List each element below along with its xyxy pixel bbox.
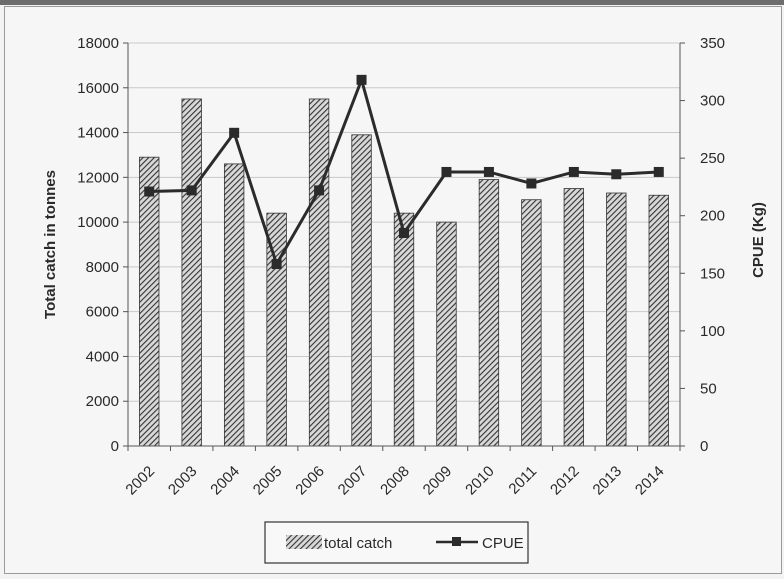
bar-total-catch bbox=[223, 163, 245, 447]
y2-tick-label: 50 bbox=[700, 380, 717, 397]
y-tick-label: 6000 bbox=[86, 304, 119, 321]
y2-tick-label: 300 bbox=[700, 93, 725, 110]
y-tick-label: 4000 bbox=[86, 348, 119, 365]
point-cpue bbox=[653, 166, 664, 177]
point-cpue bbox=[568, 166, 579, 177]
x-tick-label: 2009 bbox=[420, 463, 456, 499]
y-tick-label: 14000 bbox=[77, 125, 119, 142]
y2-tick-label: 250 bbox=[700, 150, 725, 167]
y-tick-label: 0 bbox=[111, 438, 119, 455]
x-tick-label: 2013 bbox=[590, 463, 626, 499]
x-tick-label: 2007 bbox=[335, 463, 371, 499]
y-tick-label: 10000 bbox=[77, 214, 119, 231]
legend: total catch CPUE bbox=[264, 521, 529, 564]
point-cpue bbox=[611, 169, 622, 180]
y2-tick-label: 350 bbox=[700, 35, 725, 52]
point-cpue bbox=[483, 166, 494, 177]
x-tick-label: 2003 bbox=[165, 463, 201, 499]
bar-total-catch bbox=[648, 194, 669, 447]
legend-swatch-total-catch bbox=[286, 535, 322, 549]
y-tick-label: 18000 bbox=[77, 35, 119, 52]
bar-total-catch bbox=[181, 98, 202, 447]
point-cpue bbox=[526, 178, 537, 189]
point-cpue bbox=[144, 186, 155, 197]
bar-total-catch bbox=[606, 192, 627, 447]
bar-total-catch bbox=[563, 188, 585, 447]
x-tick-label: 2002 bbox=[122, 463, 158, 499]
y2-tick-label: 100 bbox=[700, 323, 725, 340]
point-cpue bbox=[186, 185, 197, 196]
legend-marker-cpue bbox=[452, 537, 461, 546]
bar-total-catch bbox=[139, 156, 160, 447]
bar-total-catch bbox=[436, 221, 457, 447]
x-tick-label: 2008 bbox=[377, 463, 413, 499]
point-cpue bbox=[271, 259, 282, 270]
scan-edge bbox=[0, 0, 784, 5]
legend-label-cpue: CPUE bbox=[482, 535, 524, 552]
bar-total-catch bbox=[393, 212, 415, 447]
y2-tick-label: 200 bbox=[700, 208, 725, 225]
x-tick-label: 2005 bbox=[250, 463, 286, 499]
y-axis-title: Total catch in tonnes bbox=[42, 170, 59, 319]
y2-axis-title: CPUE (Kg) bbox=[750, 202, 767, 278]
y2-tick-label: 0 bbox=[700, 438, 708, 455]
bar-total-catch bbox=[521, 199, 542, 447]
bar-total-catch bbox=[308, 98, 330, 447]
y-tick-label: 12000 bbox=[77, 169, 119, 186]
line-series bbox=[144, 74, 664, 270]
point-cpue bbox=[356, 74, 367, 85]
y-tick-label: 8000 bbox=[86, 259, 119, 276]
x-tick-label: 2004 bbox=[207, 463, 243, 499]
point-cpue bbox=[314, 185, 325, 196]
point-cpue bbox=[399, 227, 409, 238]
x-tick-label: 2012 bbox=[547, 463, 583, 499]
x-tick-label: 2011 bbox=[505, 463, 540, 498]
legend-label-total-catch: total catch bbox=[324, 535, 392, 552]
point-cpue bbox=[441, 166, 452, 177]
bar-total-catch bbox=[478, 179, 500, 447]
point-cpue bbox=[229, 127, 240, 138]
bar-total-catch bbox=[266, 212, 287, 447]
x-tick-label: 2006 bbox=[292, 463, 328, 499]
x-tick-label: 2010 bbox=[462, 463, 498, 499]
bar-series bbox=[139, 98, 669, 447]
bar-total-catch bbox=[351, 134, 372, 447]
y-tick-label: 16000 bbox=[77, 80, 119, 97]
y-tick-label: 2000 bbox=[86, 393, 119, 410]
x-tick-label: 2014 bbox=[632, 463, 668, 499]
y2-tick-label: 150 bbox=[700, 265, 725, 282]
